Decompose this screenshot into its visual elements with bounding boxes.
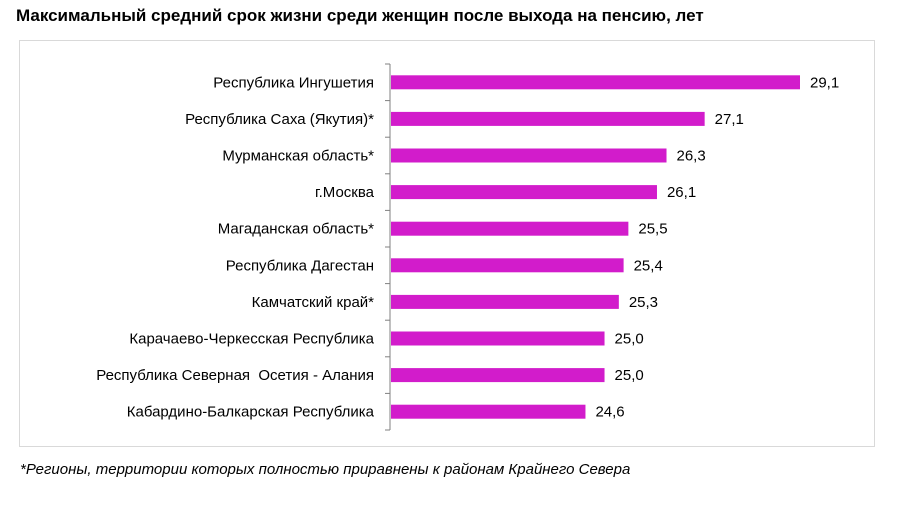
footnote: *Регионы, территории которых полностью п…: [20, 461, 631, 478]
bar: [391, 331, 605, 346]
value-label: 25,3: [629, 294, 658, 311]
chart-title: Максимальный средний срок жизни среди же…: [16, 6, 704, 25]
bar: [391, 75, 800, 90]
category-label: Карачаево-Черкесская Республика: [129, 331, 374, 348]
category-label: Республика Ингушетия: [213, 74, 374, 91]
bar: [391, 404, 586, 419]
category-label: Мурманская область*: [222, 148, 374, 165]
value-label: 26,3: [677, 148, 706, 165]
bar: [391, 148, 667, 163]
value-label: 25,5: [638, 221, 667, 238]
category-label: Республика Дагестан: [226, 257, 374, 274]
category-label: Республика Саха (Якутия)*: [185, 111, 374, 128]
bar: [391, 294, 619, 309]
value-label: 25,0: [615, 331, 644, 348]
chart-frame: [19, 40, 875, 447]
bar: [391, 111, 705, 126]
category-label: Камчатский край*: [252, 294, 375, 311]
bar: [391, 221, 629, 236]
value-label: 25,0: [615, 367, 644, 384]
value-label: 25,4: [634, 257, 663, 274]
bar: [391, 185, 657, 200]
value-label: 29,1: [810, 74, 839, 91]
category-label: г.Москва: [315, 184, 375, 201]
value-label: 26,1: [667, 184, 696, 201]
category-label: Республика Северная Осетия - Алания: [96, 367, 374, 384]
value-label: 27,1: [715, 111, 744, 128]
bar: [391, 368, 605, 383]
bar: [391, 258, 624, 273]
value-label: 24,6: [595, 404, 624, 421]
category-label: Магаданская область*: [218, 221, 374, 238]
category-label: Кабардино-Балкарская Республика: [127, 404, 375, 421]
